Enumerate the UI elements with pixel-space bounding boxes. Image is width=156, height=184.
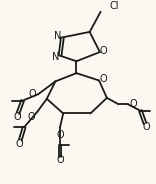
Text: N: N [52,52,59,62]
Text: O: O [130,99,137,109]
Text: Cl: Cl [109,1,119,11]
Text: O: O [27,112,35,122]
Text: O: O [16,139,23,149]
Text: N: N [54,31,61,41]
Text: O: O [100,74,107,84]
Text: O: O [100,46,107,56]
Text: O: O [28,89,36,99]
Text: O: O [142,122,150,132]
Text: O: O [13,112,21,122]
Text: O: O [56,130,64,139]
Text: O: O [56,155,64,165]
